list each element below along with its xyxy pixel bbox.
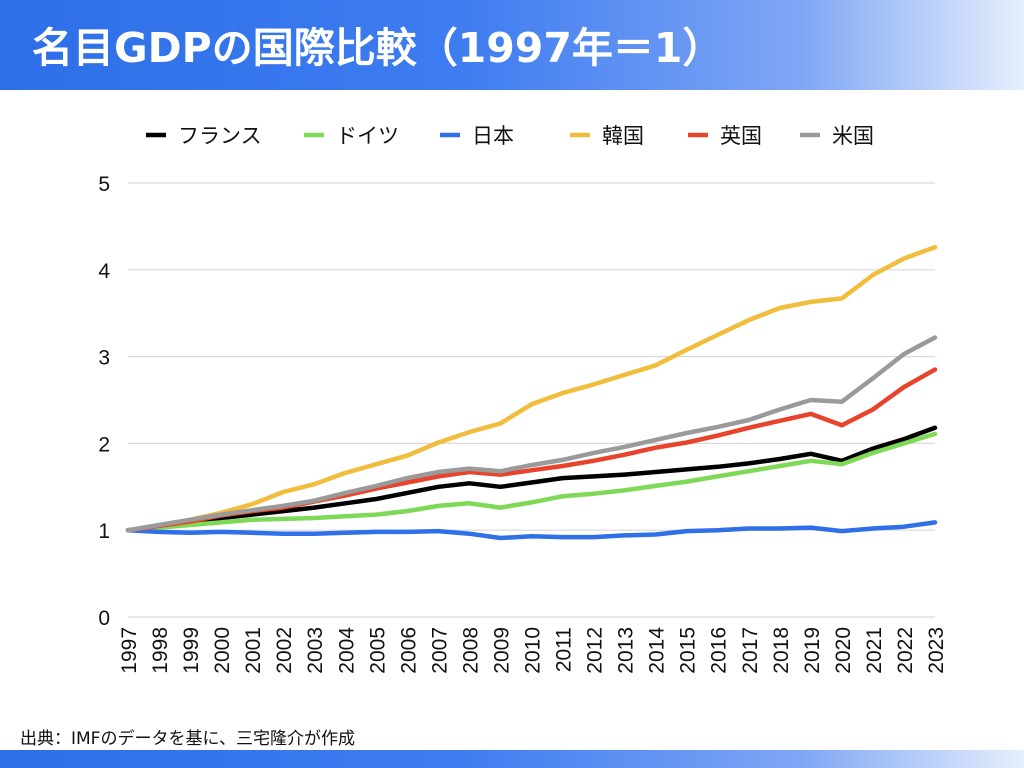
series-line-0 [125, 425, 938, 533]
x-tick-label: 2005 [366, 627, 389, 674]
series-lines [125, 244, 938, 541]
legend-label: 英国 [720, 124, 762, 148]
series-line-1 [125, 431, 938, 533]
series-line-2 [125, 520, 938, 541]
x-tick-label: 2019 [801, 627, 824, 674]
legend-label: フランス [178, 124, 262, 148]
source-note: 出典：IMFのデータを基に、三宅隆介が作成 [20, 729, 355, 749]
x-tick-label: 1998 [149, 627, 172, 674]
legend-label: 日本 [472, 124, 514, 148]
series-line-3 [125, 244, 938, 533]
x-tick-label: 2013 [615, 627, 638, 674]
footer-bar [0, 750, 1024, 768]
x-tick-label: 2020 [832, 627, 855, 674]
x-tick-label: 1997 [118, 627, 141, 674]
x-tick-label: 2004 [335, 627, 358, 674]
x-tick-label: 2008 [459, 627, 482, 674]
x-tick-label: 2011 [553, 627, 576, 672]
title-banner: 名目GDPの国際比較（1997年＝1） [0, 0, 1024, 90]
x-tick-label: 2007 [428, 627, 451, 674]
series-line-5 [125, 335, 938, 533]
y-tick-label: 2 [98, 433, 110, 456]
y-tick-label: 4 [98, 260, 110, 283]
x-tick-label: 2016 [708, 627, 731, 674]
x-tick-label: 2000 [211, 627, 234, 674]
page-title: 名目GDPの国際比較（1997年＝1） [32, 24, 724, 72]
x-tick-label: 2002 [273, 627, 296, 674]
y-tick-label: 0 [98, 607, 110, 630]
x-tick-label: 2022 [894, 627, 917, 674]
legend: フランス ドイツ 日本 韓国 英国 米国 [146, 124, 874, 148]
x-tick-label: 2018 [770, 627, 793, 674]
x-tick-label: 2003 [304, 627, 327, 674]
x-axis-tick-labels: 1997 1998 1999 2000 2001 2002 2003 2004 2005 2006… [118, 627, 948, 674]
x-tick-label: 2010 [522, 627, 545, 674]
gridlines [128, 182, 935, 618]
x-tick-label: 2021 [863, 627, 886, 674]
x-tick-label: 1999 [180, 627, 203, 674]
x-tick-label: 2014 [646, 627, 669, 674]
legend-label: 米国 [832, 124, 874, 148]
x-tick-label: 2017 [739, 627, 762, 674]
x-tick-label: 2006 [397, 627, 420, 674]
y-tick-label: 1 [98, 520, 110, 543]
x-tick-label: 2001 [242, 627, 265, 674]
y-axis-tick-labels: 0 1 2 3 4 5 [98, 173, 110, 630]
x-tick-label: 2015 [677, 627, 700, 674]
legend-label: ドイツ [336, 124, 399, 148]
y-tick-label: 5 [98, 173, 110, 196]
y-tick-label: 3 [98, 347, 110, 370]
x-tick-label: 2009 [490, 627, 513, 674]
legend-label: 韓国 [602, 124, 644, 148]
x-tick-label: 2012 [584, 627, 607, 674]
x-tick-label: 2023 [925, 627, 948, 674]
